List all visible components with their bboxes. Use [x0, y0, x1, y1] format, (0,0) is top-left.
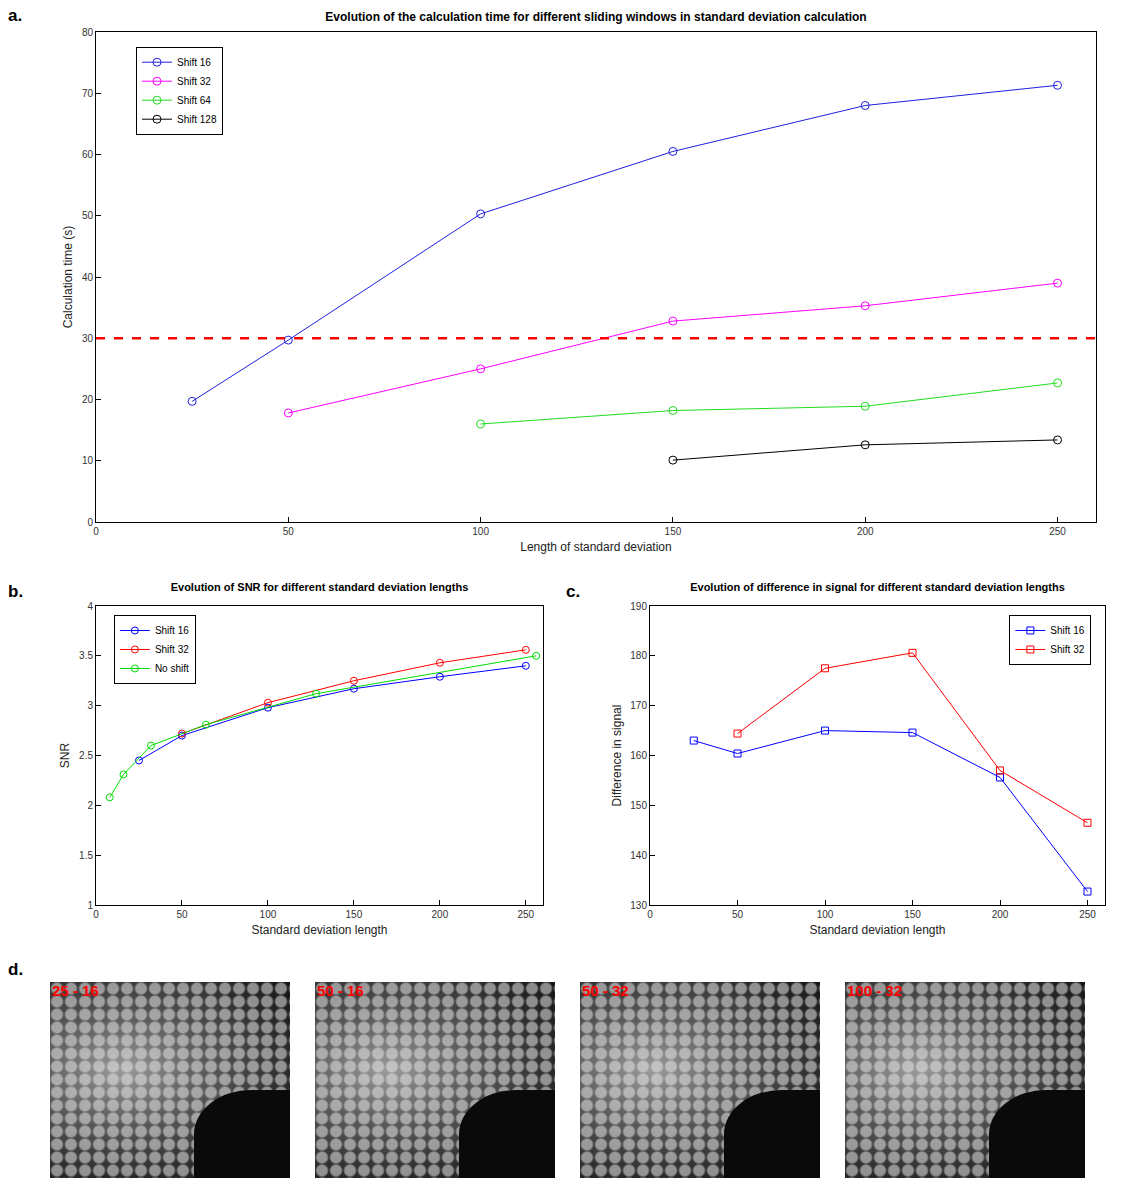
svg-text:0: 0: [647, 909, 653, 920]
html-text:d.: d.: [8, 960, 24, 979]
svg-text:250: 250: [1049, 526, 1066, 537]
svg-text:0: 0: [93, 909, 99, 920]
svg-text:3.5: 3.5: [79, 650, 93, 661]
html-text:50 - 32: 50 - 32: [582, 982, 629, 999]
svg-text:200: 200: [432, 909, 449, 920]
html-text:100 - 32: 100 - 32: [847, 982, 902, 999]
svg-text:150: 150: [665, 526, 682, 537]
svg-text:250: 250: [517, 909, 534, 920]
svg-text:70: 70: [82, 88, 94, 99]
svg-text:40: 40: [82, 272, 94, 283]
svg-text:Length of standard deviation: Length of standard deviation: [520, 540, 671, 554]
svg-text:Shift 64: Shift 64: [177, 95, 211, 106]
svg-text:140: 140: [630, 850, 647, 861]
svg-text:50: 50: [283, 526, 295, 537]
svg-text:30: 30: [82, 333, 94, 344]
svg-text:Shift 32: Shift 32: [155, 644, 189, 655]
svg-text:No shift: No shift: [155, 663, 189, 674]
svg-text:Shift 16: Shift 16: [1050, 625, 1084, 636]
svg-text:Shift 16: Shift 16: [155, 625, 189, 636]
svg-text:Shift 32: Shift 32: [1050, 644, 1084, 655]
svg-text:50: 50: [732, 909, 744, 920]
svg-text:Shift 32: Shift 32: [177, 76, 211, 87]
svg-text:200: 200: [857, 526, 874, 537]
svg-text:80: 80: [82, 27, 94, 38]
svg-text:2.5: 2.5: [79, 750, 93, 761]
svg-text:10: 10: [82, 455, 94, 466]
html-text:c.: c.: [566, 582, 581, 601]
svg-text:Evolution of difference in sig: Evolution of difference in signal for di…: [690, 581, 1065, 593]
svg-text:2: 2: [87, 800, 93, 811]
svg-text:150: 150: [904, 909, 921, 920]
svg-text:0: 0: [93, 526, 99, 537]
svg-text:3: 3: [87, 700, 93, 711]
svg-text:Evolution of SNR for different: Evolution of SNR for different standard …: [171, 581, 469, 593]
svg-text:Shift 16: Shift 16: [177, 57, 211, 68]
svg-text:4: 4: [87, 601, 93, 612]
html-text:b.: b.: [8, 582, 24, 601]
svg-text:150: 150: [630, 800, 647, 811]
svg-text:Shift 128: Shift 128: [177, 114, 217, 125]
svg-text:50: 50: [82, 210, 94, 221]
svg-text:Standard deviation length: Standard deviation length: [251, 923, 387, 937]
svg-text:Difference in signal: Difference in signal: [610, 705, 624, 807]
svg-text:SNR: SNR: [58, 743, 72, 769]
svg-text:60: 60: [82, 149, 94, 160]
html-text:50 - 16: 50 - 16: [317, 982, 364, 999]
svg-text:100: 100: [472, 526, 489, 537]
svg-text:190: 190: [630, 601, 647, 612]
svg-text:1.5: 1.5: [79, 850, 93, 861]
svg-text:20: 20: [82, 394, 94, 405]
svg-text:100: 100: [260, 909, 277, 920]
svg-text:Standard deviation length: Standard deviation length: [809, 923, 945, 937]
svg-text:100: 100: [817, 909, 834, 920]
svg-text:130: 130: [630, 900, 647, 911]
svg-text:Evolution of the calculation t: Evolution of the calculation time for di…: [325, 10, 866, 24]
svg-text:50: 50: [176, 909, 188, 920]
svg-text:180: 180: [630, 650, 647, 661]
svg-text:250: 250: [1079, 909, 1096, 920]
html-text:25 - 16: 25 - 16: [52, 982, 99, 999]
svg-text:1: 1: [87, 900, 93, 911]
svg-text:160: 160: [630, 750, 647, 761]
svg-text:0: 0: [87, 517, 93, 528]
svg-text:150: 150: [346, 909, 363, 920]
svg-text:200: 200: [992, 909, 1009, 920]
html-text:a.: a.: [8, 6, 23, 25]
svg-text:170: 170: [630, 700, 647, 711]
svg-text:Calculation time (s): Calculation time (s): [61, 226, 75, 329]
